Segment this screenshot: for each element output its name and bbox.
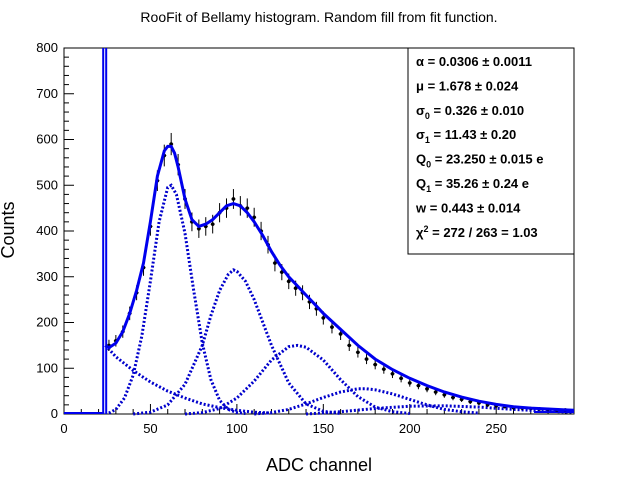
y-tick-label-7: 700 — [36, 86, 58, 101]
data-point — [425, 387, 429, 391]
data-point — [338, 332, 343, 336]
stats-entry-0: α = 0.0306 ± 0.0011 — [416, 54, 532, 69]
fit-component-3 — [184, 343, 410, 416]
y-tick-label-1: 100 — [36, 360, 58, 375]
x-tick-label-2: 100 — [226, 421, 248, 436]
x-axis-title: ADC channel — [266, 455, 372, 475]
data-point — [356, 350, 360, 355]
chart-title: RooFit of Bellamy histogram. Random fill… — [140, 9, 497, 25]
x-tick-label-5: 250 — [485, 421, 507, 436]
data-point — [416, 383, 421, 388]
data-point — [321, 316, 326, 320]
data-point — [364, 357, 369, 361]
total-fit — [104, 144, 575, 412]
stats-entry-3: σ1 = 11.43 ± 0.20 — [416, 127, 516, 145]
fit-component-4 — [254, 387, 480, 416]
x-tick-label-3: 150 — [312, 421, 334, 436]
total-fit-line — [104, 144, 575, 412]
data-point — [245, 206, 250, 210]
data-point — [382, 367, 386, 371]
stats-entry-6: w = 0.443 ± 0.014 — [415, 200, 521, 215]
data-point — [407, 381, 412, 385]
y-tick-label-8: 800 — [36, 40, 58, 55]
y-tick-label-6: 600 — [36, 132, 58, 147]
data-point — [286, 279, 291, 284]
data-point — [273, 261, 277, 265]
fit-component-0 — [104, 344, 272, 415]
fit-component-1 — [108, 183, 246, 415]
stats-entry-4: Q0 = 23.250 ± 0.015 e — [416, 152, 543, 170]
y-tick-label-5: 500 — [36, 177, 58, 192]
stats-entry-2: σ0 = 0.326 ± 0.010 — [416, 103, 524, 121]
y-axis-title: Counts — [0, 201, 18, 258]
stats-entry-5: Q1 = 35.26 ± 0.24 e — [416, 176, 529, 194]
stats-box — [407, 47, 575, 255]
x-tick-label-0: 0 — [60, 421, 67, 436]
data-point — [433, 390, 438, 394]
data-point — [197, 226, 201, 231]
data-point — [373, 362, 377, 367]
pedestal-peak — [64, 48, 574, 414]
data-point — [347, 343, 352, 348]
data-point — [210, 222, 215, 226]
data-point — [451, 395, 455, 400]
y-tick-label-3: 300 — [36, 269, 58, 284]
stats-entries: α = 0.0306 ± 0.0011 μ = 1.678 ± 0.024 σ0 =… — [415, 54, 543, 240]
data-point — [390, 371, 395, 376]
stats-entry-7: χ2 = 272 / 263 = 1.03 — [416, 224, 538, 240]
fit-components — [104, 183, 575, 416]
stats-entry-1: μ = 1.678 ± 0.024 — [416, 78, 519, 93]
data-point — [293, 286, 298, 290]
data-point — [442, 392, 447, 397]
axis-ticks: 0 50 100 150 200 250 0 100 200 300 400 500 600 700 800 — [36, 40, 566, 436]
data-point — [330, 325, 334, 329]
data-point — [399, 376, 403, 381]
fit-component-2 — [133, 268, 341, 416]
y-tick-label-4: 400 — [36, 223, 58, 238]
data-point — [231, 197, 236, 201]
x-tick-label-4: 200 — [399, 421, 421, 436]
y-tick-label-2: 200 — [36, 315, 58, 330]
y-tick-label-0: 0 — [51, 406, 58, 421]
x-tick-label-1: 50 — [143, 421, 157, 436]
